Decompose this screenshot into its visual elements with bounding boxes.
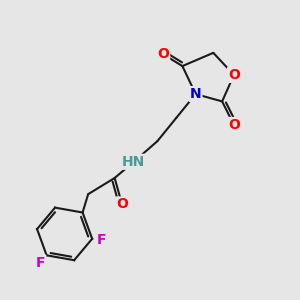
- Text: F: F: [36, 256, 45, 270]
- Text: O: O: [116, 197, 128, 212]
- Text: O: O: [228, 68, 240, 82]
- Text: F: F: [97, 233, 106, 248]
- Text: O: O: [228, 118, 240, 132]
- Text: O: O: [157, 47, 169, 61]
- Text: HN: HN: [122, 155, 146, 169]
- Text: N: N: [190, 87, 202, 101]
